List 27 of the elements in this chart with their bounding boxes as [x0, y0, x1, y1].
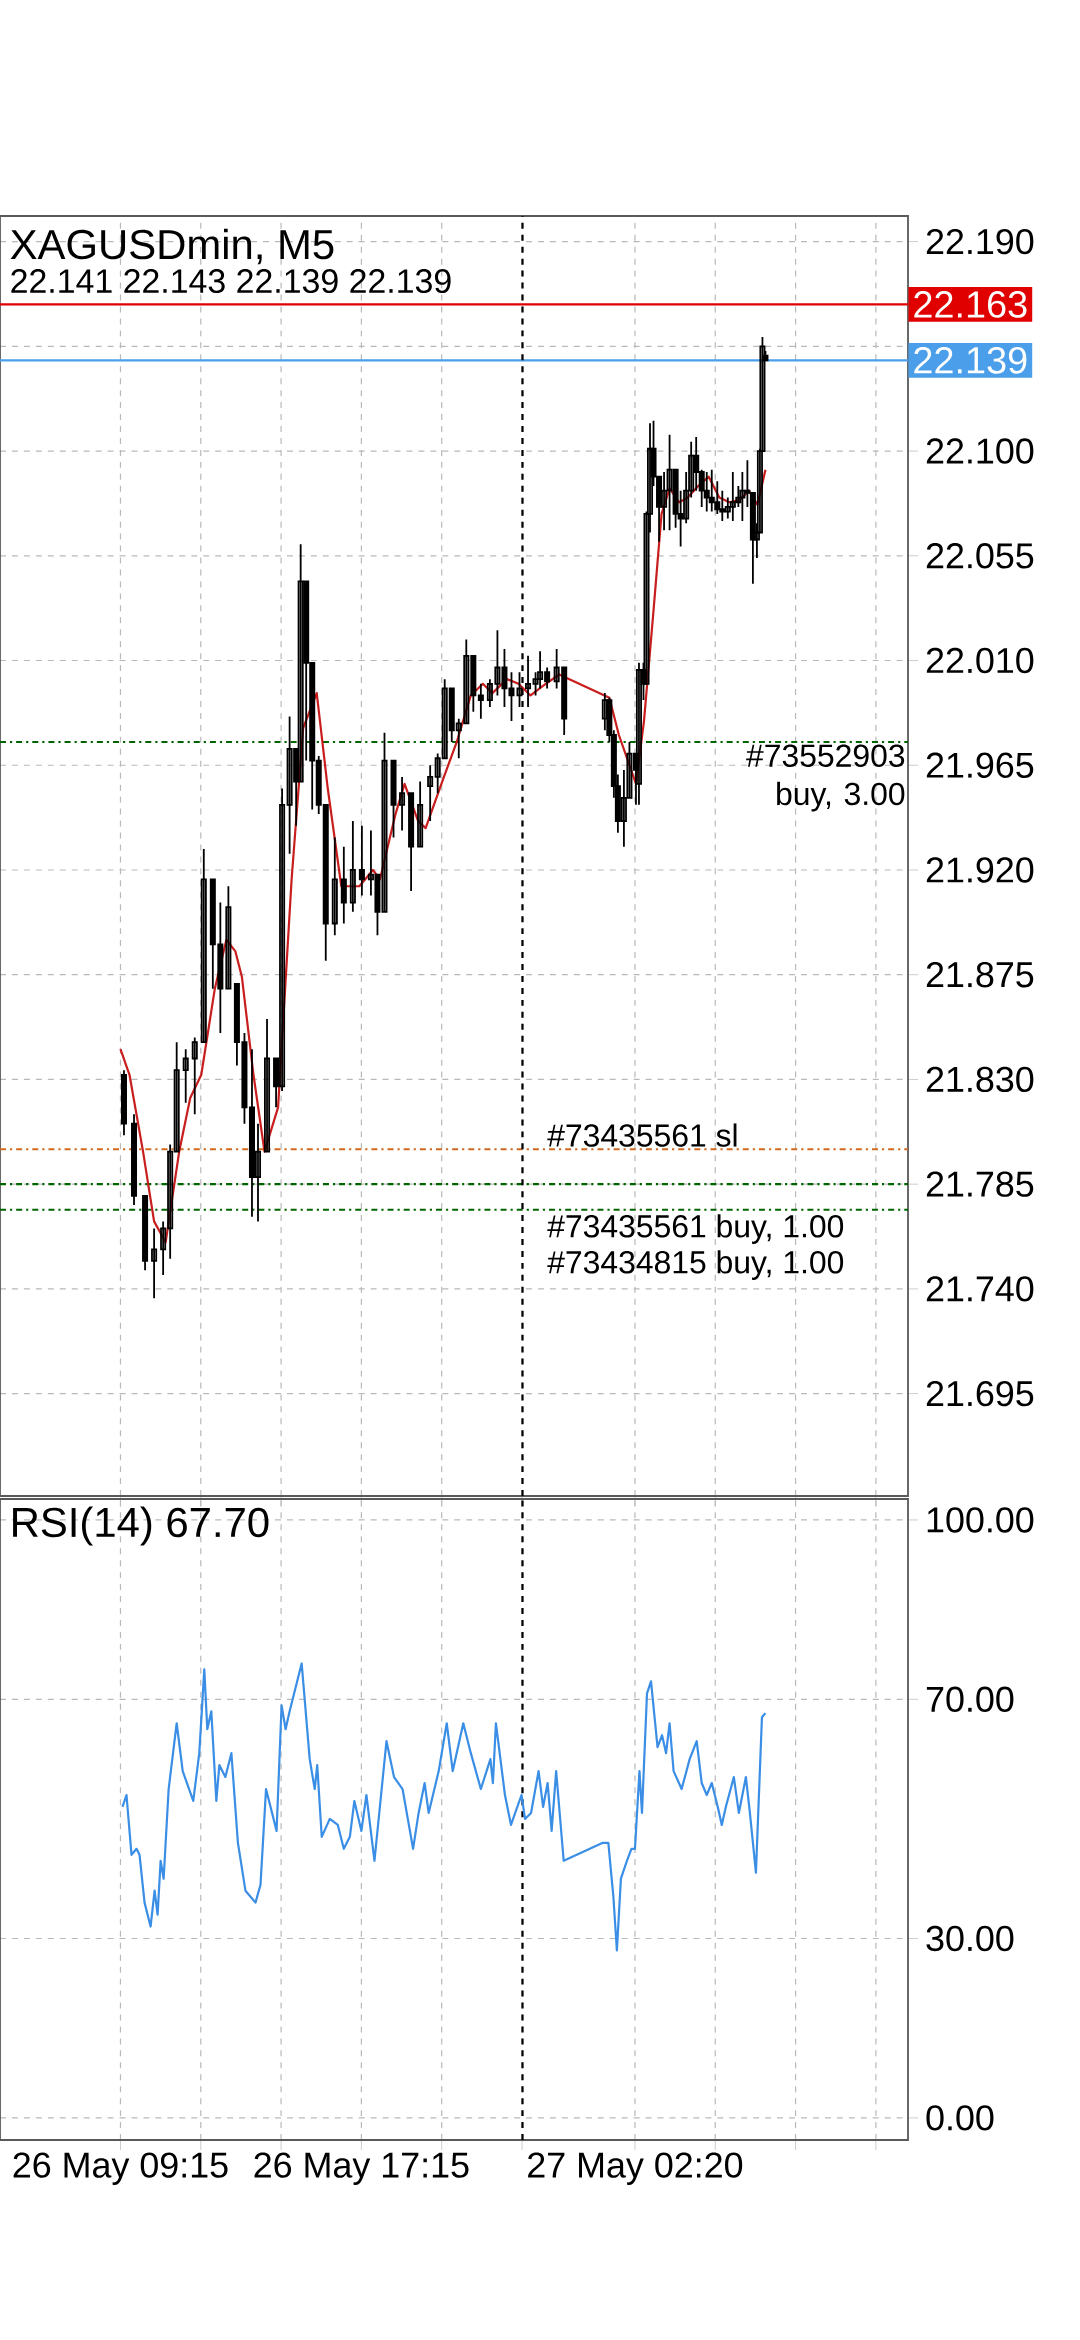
y-tick-label: 21.740: [926, 1276, 1034, 1302]
x-tick-label: 26 May 09:15: [13, 2152, 228, 2185]
y-tick-label: 21.965: [926, 752, 1034, 778]
y-tick-label: 22.190: [926, 228, 1034, 255]
y-tick-label: 22.010: [926, 647, 1034, 674]
ref-line-label: 22.163: [914, 291, 1027, 318]
ref-line-label: #73435561 buy, 1.00: [547, 1214, 844, 1244]
ref-line-label: 22.139: [914, 346, 1027, 374]
y-tick-label: 0.00: [926, 2105, 994, 2131]
chart-title: XAGUSDmin, M5: [10, 228, 334, 265]
y-tick-label: 21.695: [926, 1380, 1034, 1407]
x-tick-label: 26 May 17:15: [254, 2152, 469, 2185]
ref-line-label: #73435561 sl: [547, 1123, 737, 1147]
y-tick-label: 21.830: [926, 1066, 1034, 1093]
y-tick-label: 21.785: [926, 1171, 1034, 1197]
y-tick-label: 30.00: [926, 1925, 1014, 1952]
y-tick-label: 21.920: [926, 857, 1034, 883]
y-tick-label: 22.055: [926, 543, 1034, 569]
y-tick-label: 22.100: [926, 438, 1034, 464]
ref-line-label: #73434815 buy, 1.00: [547, 1250, 844, 1280]
y-tick-label: 100.00: [927, 1507, 1034, 1533]
chart-title: RSI(14) 67.70: [13, 1506, 269, 1546]
x-tick-label: 27 May 02:20: [528, 2152, 743, 2185]
y-tick-label: 70.00: [926, 1686, 1014, 1713]
ref-line-label: #73552903 buy, 3.00: [746, 744, 905, 812]
y-tick-label: 21.875: [926, 961, 1034, 988]
text: 22.141 22.143 22.139 22.139: [11, 269, 451, 294]
